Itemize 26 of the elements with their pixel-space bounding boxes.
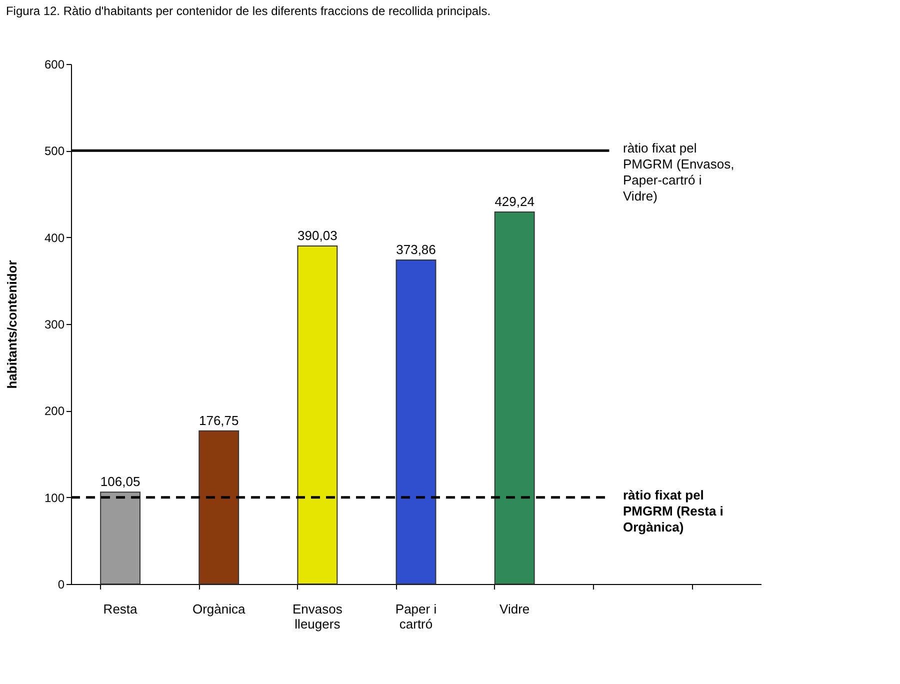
bar — [100, 492, 140, 584]
x-tick-label: Resta — [103, 602, 138, 616]
bar — [494, 211, 535, 584]
y-tick-label: 300 — [44, 318, 65, 332]
y-axis-title: habitants/contenidor — [4, 260, 20, 389]
ref-line-label: ràtio fixat pel PMGRM (Envasos, Paper-cartró i Vidre) — [623, 140, 734, 204]
bar — [198, 430, 240, 584]
bar — [396, 259, 436, 584]
bar — [297, 245, 338, 584]
data-label: 176,75 — [198, 412, 239, 428]
data-label: 106,05 — [100, 474, 140, 490]
x-tick-label: Envasos lleugers — [292, 602, 343, 632]
data-label: 390,03 — [298, 228, 338, 243]
chart-title: Figura 12. Ràtio d'habitants per contenidor de les diferents fraccions de recollida principals. — [6, 4, 491, 18]
data-label: 373,86 — [396, 242, 436, 257]
x-tick-label: Paper i cartró — [395, 602, 437, 632]
y-tick-label: 500 — [44, 144, 65, 158]
y-tick-label: 600 — [44, 58, 65, 72]
y-tick-label: 200 — [44, 404, 65, 418]
ref-line-label: ràtio fixat pel PMGRM (Resta i Orgànica) — [623, 487, 724, 534]
y-tick-label: 400 — [44, 230, 65, 245]
x-tick-label: Vidre — [500, 602, 530, 616]
y-tick-label: 0 — [58, 578, 65, 592]
x-tick-label: Orgànica — [192, 602, 246, 616]
data-label: 429,24 — [494, 194, 534, 209]
y-tick-label: 100 — [44, 490, 65, 505]
